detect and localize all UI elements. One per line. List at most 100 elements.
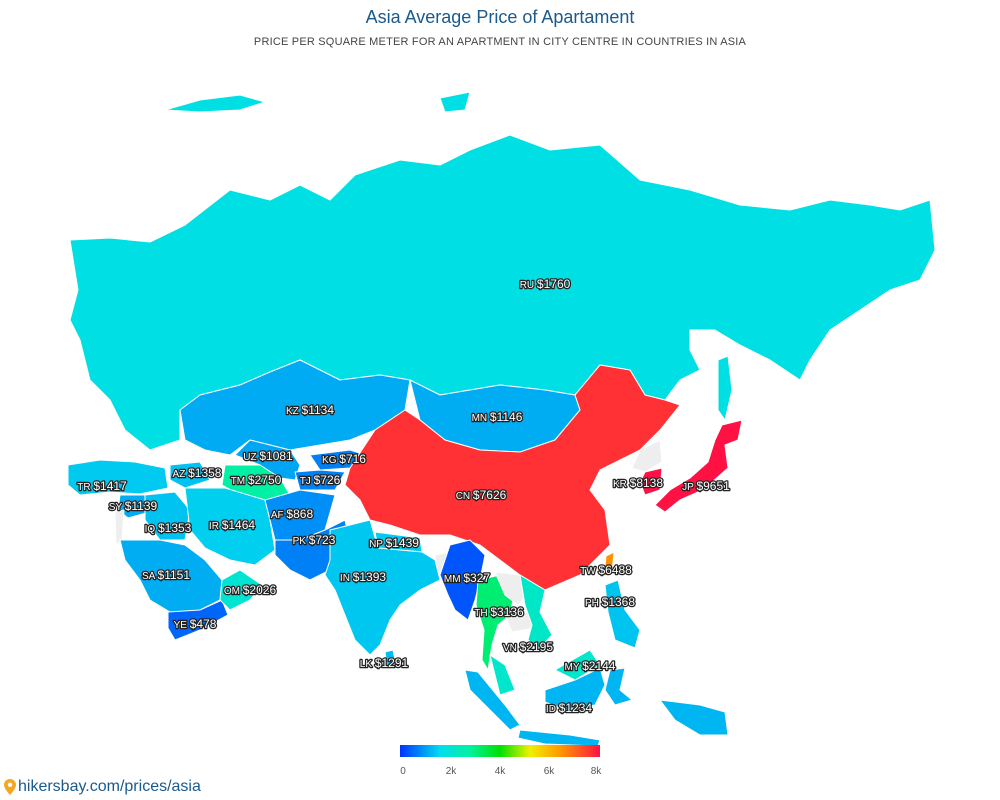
country-price: $726: [314, 473, 341, 487]
country-price: $6488: [598, 563, 632, 577]
region-ID-java[interactable]: [517, 729, 601, 747]
country-price: $1760: [537, 277, 571, 291]
country-label-pk: PK $723: [293, 533, 336, 547]
country-code: PH: [585, 598, 602, 609]
legend-tick-4k: 4k: [494, 766, 506, 777]
source-url: hikersbay.com/prices/asia: [18, 778, 201, 795]
country-code: AZ: [173, 469, 189, 480]
country-label-jp: JP $9651: [682, 479, 730, 493]
country-code: SA: [142, 571, 158, 582]
country-code: JP: [682, 482, 696, 493]
region-TW[interactable]: [603, 551, 615, 577]
region-YE[interactable]: [167, 599, 229, 641]
region-MY[interactable]: [489, 654, 516, 696]
country-price: $1291: [375, 656, 409, 670]
country-code: OM: [224, 586, 243, 597]
country-label-kz: KZ $1134: [286, 403, 334, 417]
country-label-ph: PH $1368: [585, 595, 635, 609]
legend-tick-8k: 8k: [590, 766, 602, 777]
country-price: $7626: [473, 488, 507, 502]
country-label-np: NP $1439: [369, 536, 419, 550]
country-label-lk: LK $1291: [360, 656, 409, 670]
country-label-in: IN $1393: [340, 570, 386, 584]
country-code: TH: [474, 608, 490, 619]
region-KP[interactable]: [631, 439, 663, 473]
region-RU-sakhalin[interactable]: [717, 355, 733, 421]
country-label-my: MY $2144: [565, 659, 616, 673]
region-arctic-island[interactable]: [164, 94, 266, 113]
region-IN[interactable]: [324, 519, 441, 656]
source-link[interactable]: hikersbay.com/prices/asia: [4, 778, 201, 796]
region-OM[interactable]: [219, 569, 263, 611]
region-SY[interactable]: [117, 494, 151, 519]
country-price: $8138: [630, 476, 664, 490]
country-label-th: TH $3136: [474, 605, 524, 619]
country-code: CN: [456, 491, 473, 502]
country-code: TM: [231, 476, 248, 487]
map-pin-icon: [4, 779, 16, 795]
country-price: $1358: [188, 466, 222, 480]
country-code: IR: [209, 521, 222, 532]
country-code: LK: [360, 659, 375, 670]
country-label-mm: MM $327: [444, 571, 490, 585]
region-ID-sulawesi[interactable]: [604, 667, 633, 706]
country-code: TW: [580, 566, 598, 577]
country-code: VN: [503, 643, 520, 654]
country-label-tm: TM $2750: [231, 473, 282, 487]
country-price: $1353: [158, 521, 192, 535]
region-JP[interactable]: [654, 419, 743, 513]
region-CN[interactable]: [344, 364, 681, 591]
country-label-tw: TW $6488: [580, 563, 632, 577]
region-TJ[interactable]: [294, 469, 346, 491]
country-label-uz: UZ $1081: [243, 449, 293, 463]
country-label-mn: MN $1146: [472, 410, 523, 424]
country-price: $1139: [125, 499, 158, 513]
country-label-ye: YE $478: [174, 617, 217, 631]
region-MM[interactable]: [439, 539, 486, 621]
country-code: UZ: [243, 452, 259, 463]
country-price: $723: [309, 533, 336, 547]
legend-tick-6k: 6k: [543, 766, 555, 777]
country-label-sa: SA $1151: [142, 568, 190, 582]
map-subtitle: PRICE PER SQUARE METER FOR AN APARTMENT …: [253, 36, 747, 48]
country-code: MM: [444, 574, 463, 585]
country-label-az: AZ $1358: [173, 466, 222, 480]
region-PH[interactable]: [604, 579, 641, 649]
country-code: TR: [77, 482, 93, 493]
map-title: Asia Average Price of Apartament: [365, 7, 635, 27]
country-price: $1134: [302, 403, 335, 417]
country-code: RU: [520, 280, 537, 291]
country-price: $9651: [696, 479, 730, 493]
country-code: YE: [174, 620, 190, 631]
country-price: $716: [339, 452, 366, 466]
region-TR[interactable]: [67, 459, 169, 496]
region-AZ[interactable]: [169, 461, 211, 489]
region-ID-sumatra[interactable]: [464, 669, 521, 731]
country-code: IN: [340, 573, 353, 584]
legend-gradient-bar: [400, 745, 600, 757]
country-code: AF: [271, 510, 287, 521]
legend-tick-0: 0: [400, 766, 406, 777]
region-ID-papua[interactable]: [659, 699, 729, 736]
country-code: SY: [109, 502, 125, 513]
country-code: IQ: [145, 524, 158, 535]
country-code: KZ: [286, 406, 302, 417]
region-LK[interactable]: [384, 649, 397, 667]
country-price: $1151: [158, 568, 191, 582]
country-label-cn: CN $7626: [456, 488, 507, 502]
country-code: KR: [613, 479, 630, 490]
region-KR[interactable]: [639, 467, 663, 496]
country-code: KG: [322, 455, 339, 466]
region-MY-borneo[interactable]: [554, 649, 601, 681]
country-label-om: OM $2026: [224, 583, 277, 597]
country-label-vn: VN $2195: [503, 640, 553, 654]
region-IQ[interactable]: [144, 491, 191, 541]
region-VN[interactable]: [519, 574, 553, 649]
country-label-kr: KR $8138: [613, 476, 663, 490]
country-price: $2026: [243, 583, 277, 597]
region-IR[interactable]: [184, 487, 276, 566]
region-ID-borneo[interactable]: [544, 667, 606, 711]
region-arctic-island-2[interactable]: [439, 91, 471, 113]
country-code: PK: [293, 536, 309, 547]
